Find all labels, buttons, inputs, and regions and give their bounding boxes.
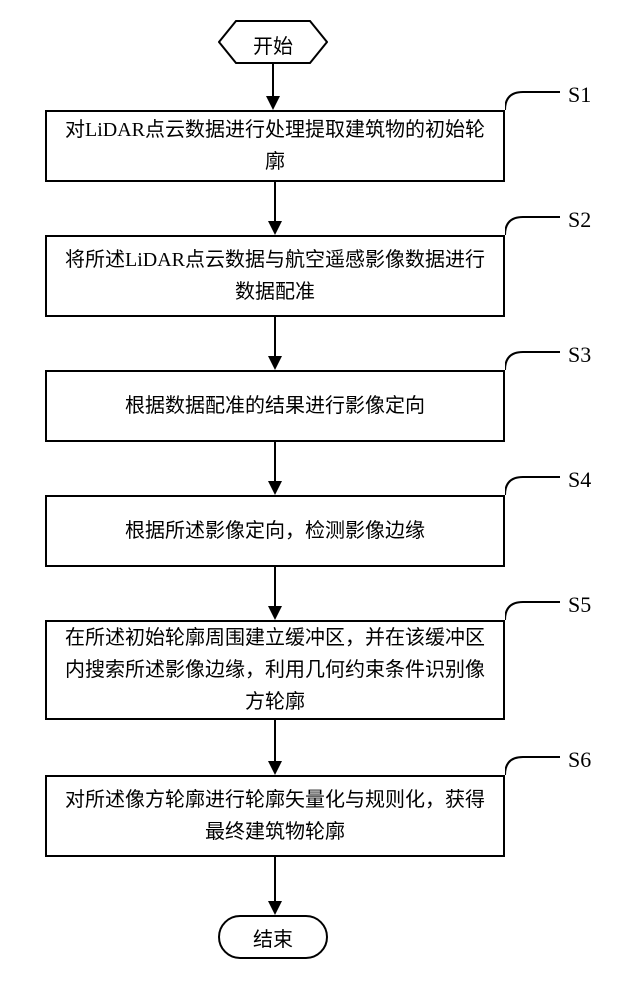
s3-text: 根据数据配准的结果进行影像定向 <box>125 390 425 422</box>
start-node: 开始 <box>218 20 328 64</box>
s2-callout-connector <box>505 215 564 239</box>
start-label: 开始 <box>218 30 328 59</box>
s5-node: 在所述初始轮廓周围建立缓冲区，并在该缓冲区内搜索所述影像边缘，利用几何约束条件识… <box>45 620 505 720</box>
end-label: 结束 <box>253 923 293 952</box>
s1-node: 对LiDAR点云数据进行处理提取建筑物的初始轮廓 <box>45 110 505 182</box>
arrowhead-s2-s3 <box>268 356 282 370</box>
arrow-s5-s6 <box>274 720 276 763</box>
arrow-start-s1 <box>272 64 274 98</box>
arrow-s2-s3 <box>274 317 276 358</box>
end-node: 结束 <box>218 915 328 959</box>
s3-node: 根据数据配准的结果进行影像定向 <box>45 370 505 442</box>
s5-text: 在所述初始轮廓周围建立缓冲区，并在该缓冲区内搜索所述影像边缘，利用几何约束条件识… <box>57 622 493 718</box>
arrowhead-s3-s4 <box>268 481 282 495</box>
arrowhead-s1-s2 <box>268 221 282 235</box>
s3-callout-connector <box>505 350 564 374</box>
s1-callout-connector <box>505 90 564 114</box>
s2-callout-label: S2 <box>568 207 591 233</box>
s6-node: 对所述像方轮廓进行轮廓矢量化与规则化，获得最终建筑物轮廓 <box>45 775 505 857</box>
s3-callout-label: S3 <box>568 342 591 368</box>
arrow-s4-s5 <box>274 567 276 608</box>
arrow-s3-s4 <box>274 442 276 483</box>
s4-node: 根据所述影像定向，检测影像边缘 <box>45 495 505 567</box>
s6-callout-connector <box>505 755 564 779</box>
s6-text: 对所述像方轮廓进行轮廓矢量化与规则化，获得最终建筑物轮廓 <box>57 784 493 848</box>
arrow-s1-s2 <box>274 182 276 223</box>
s4-text: 根据所述影像定向，检测影像边缘 <box>125 515 425 547</box>
arrowhead-s6-end <box>268 901 282 915</box>
s4-callout-connector <box>505 475 564 499</box>
s4-callout-label: S4 <box>568 467 591 493</box>
flowchart-container: 开始对LiDAR点云数据进行处理提取建筑物的初始轮廓 S1 将所述LiDAR点云数据… <box>0 0 641 1000</box>
arrow-s6-end <box>274 857 276 903</box>
arrowhead-s5-s6 <box>268 761 282 775</box>
arrowhead-s4-s5 <box>268 606 282 620</box>
s1-callout-label: S1 <box>568 82 591 108</box>
s5-callout-connector <box>505 600 564 624</box>
s5-callout-label: S5 <box>568 592 591 618</box>
s2-text: 将所述LiDAR点云数据与航空遥感影像数据进行数据配准 <box>57 244 493 308</box>
arrowhead-start-s1 <box>266 96 280 110</box>
s2-node: 将所述LiDAR点云数据与航空遥感影像数据进行数据配准 <box>45 235 505 317</box>
s6-callout-label: S6 <box>568 747 591 773</box>
s1-text: 对LiDAR点云数据进行处理提取建筑物的初始轮廓 <box>57 114 493 178</box>
